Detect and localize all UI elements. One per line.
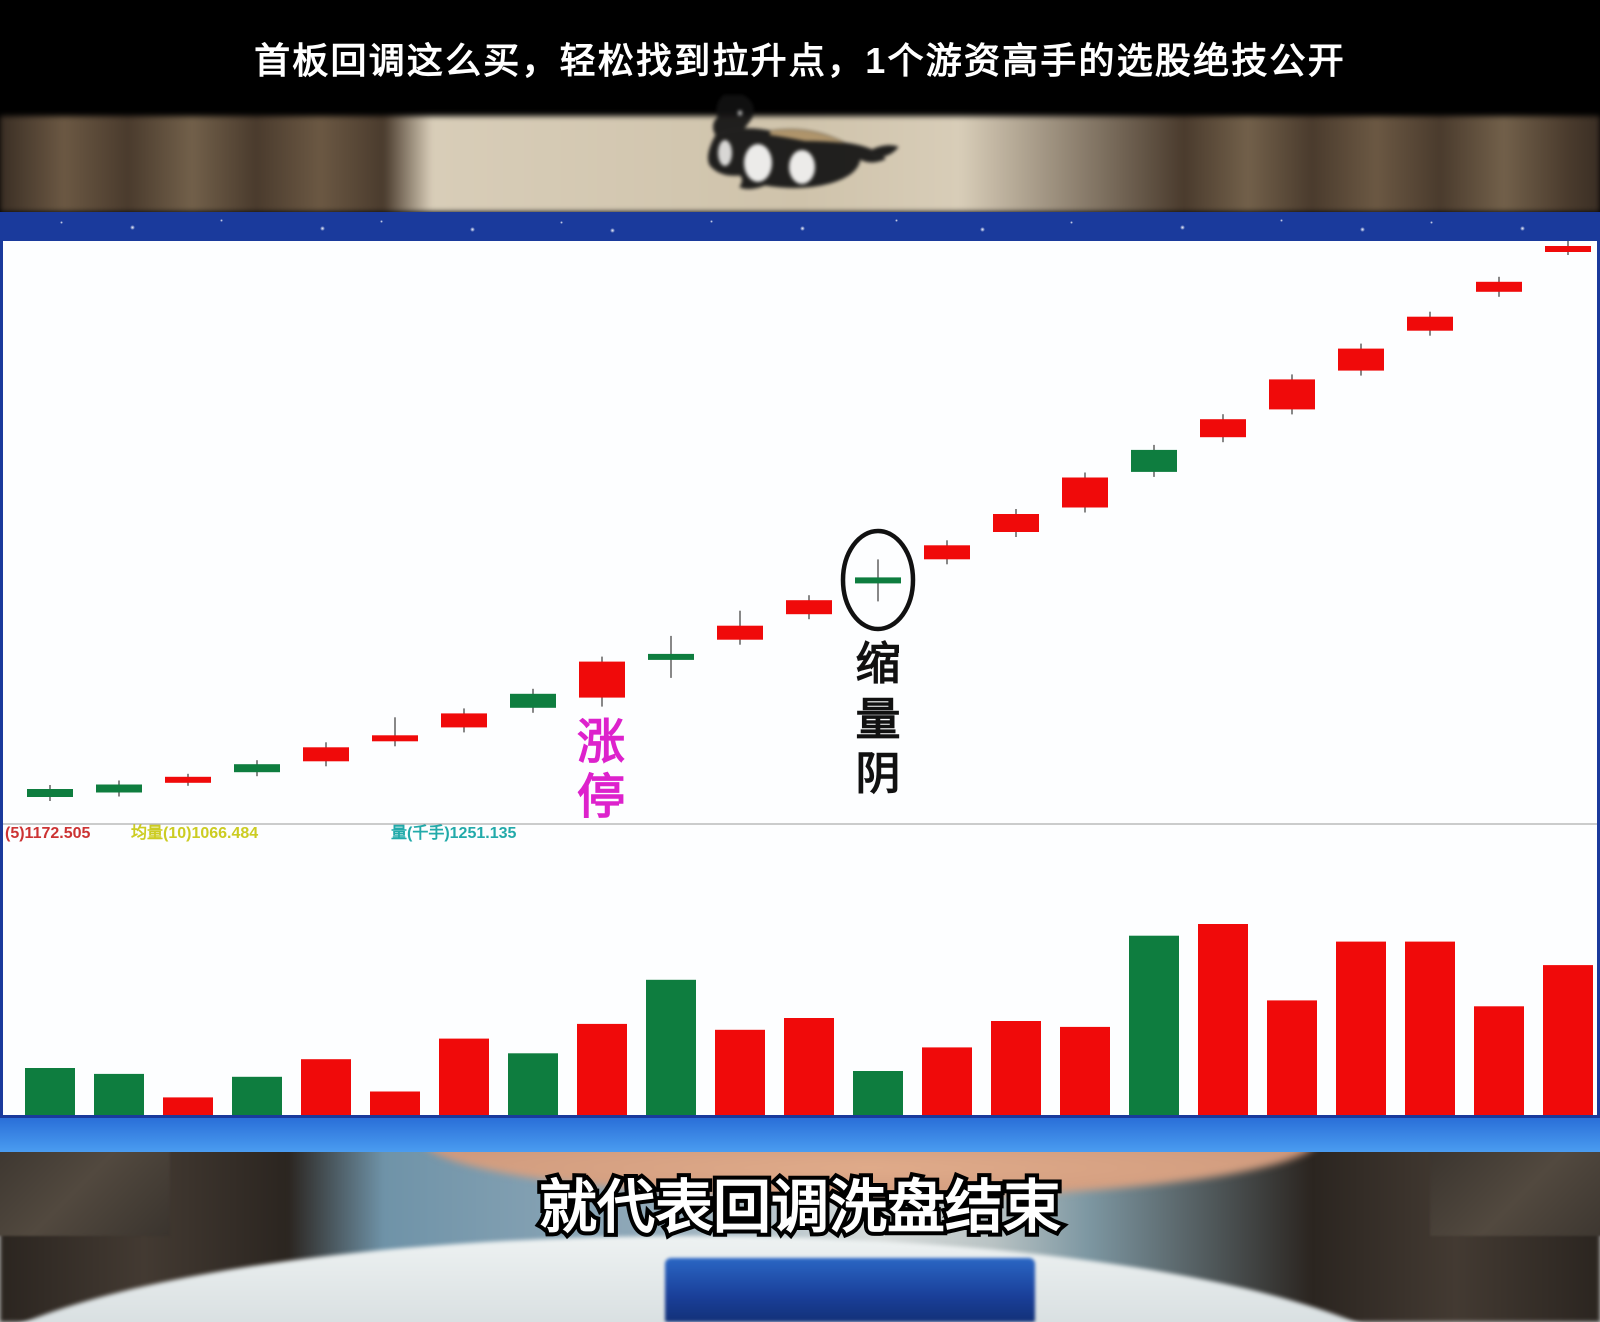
svg-text:缩: 缩: [855, 638, 900, 689]
svg-text:涨: 涨: [577, 716, 625, 769]
svg-text:阴: 阴: [855, 748, 900, 799]
svg-text:量: 量: [855, 694, 900, 745]
svg-text:均量(10)1066.484: 均量(10)1066.484: [131, 823, 258, 842]
svg-text:量(千手)1251.135: 量(千手)1251.135: [391, 823, 516, 842]
svg-text:停: 停: [577, 771, 625, 824]
svg-text:(5)1172.505: (5)1172.505: [5, 825, 91, 842]
